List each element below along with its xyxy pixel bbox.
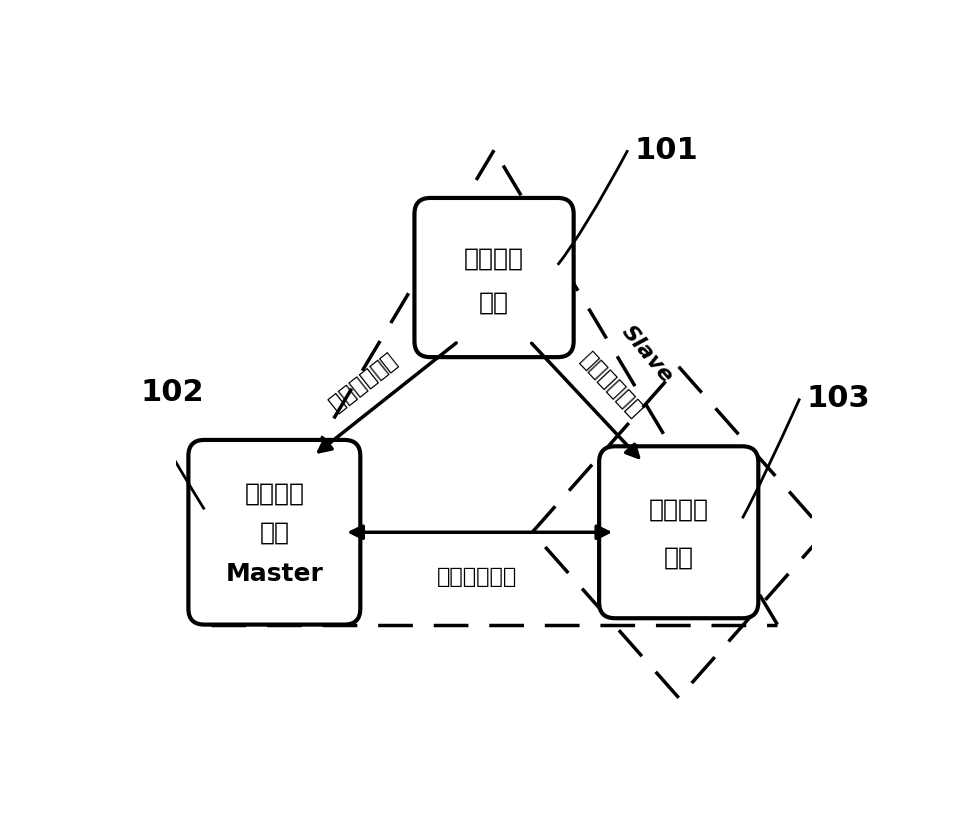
Text: 蓝牙音源: 蓝牙音源 [464,246,524,270]
Text: 第一蓝牙链路: 第一蓝牙链路 [323,350,398,415]
Text: 第二蓝牙链路: 第二蓝牙链路 [437,566,517,587]
Text: 101: 101 [634,136,698,165]
Text: 设备: 设备 [259,520,289,544]
FancyBboxPatch shape [599,447,759,619]
Text: 设备: 设备 [479,291,509,315]
Text: Slave: Slave [617,322,677,386]
Text: 103: 103 [806,384,870,413]
Text: 第二蓝牙: 第二蓝牙 [244,482,305,506]
Text: 设备: 设备 [664,546,694,570]
Text: 蓝牙监听链路: 蓝牙监听链路 [577,350,647,422]
Text: 102: 102 [141,378,204,407]
FancyBboxPatch shape [188,440,361,624]
Text: Master: Master [226,562,323,586]
Text: 第二蓝牙: 第二蓝牙 [649,498,709,522]
FancyBboxPatch shape [415,198,574,357]
